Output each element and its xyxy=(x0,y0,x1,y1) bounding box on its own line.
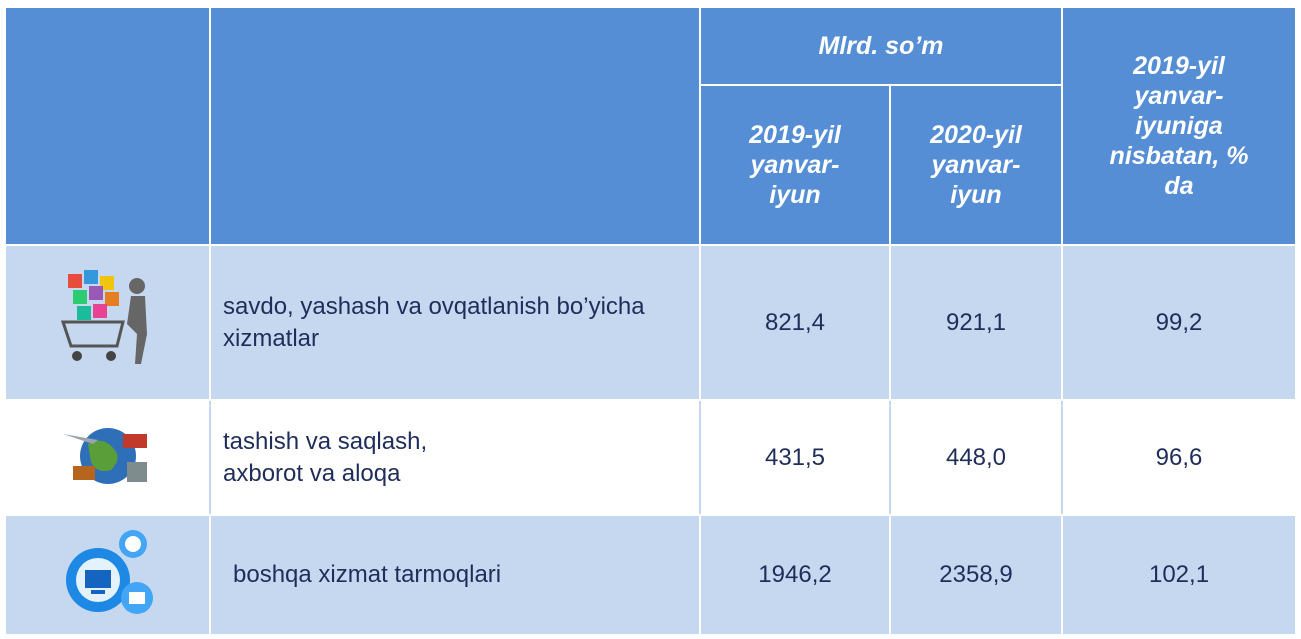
value-cell: 2358,9 xyxy=(890,515,1062,635)
transport-icon xyxy=(53,414,163,494)
header-cell: 2019-yil yanvar-iyun xyxy=(700,85,890,245)
row-label: tashish va saqlash, axborot va aloqa xyxy=(210,400,700,515)
header-text: 2020-yil yanvar-iyun xyxy=(919,120,1034,210)
row: savdo, yashash va ovqatlanish bo’yicha x… xyxy=(6,245,1295,400)
value-cell: 1946,2 xyxy=(700,515,890,635)
data-table: Mlrd. so’m 2019-yil yanvar-iyuniga nisba… xyxy=(6,8,1295,636)
row: boshqa xizmat tarmoqlari 1946,2 2358,9 1… xyxy=(6,515,1295,635)
icon-cell xyxy=(6,515,210,635)
row: tashish va saqlash, axborot va aloqa 431… xyxy=(6,400,1295,515)
value-cell: 102,1 xyxy=(1062,515,1295,635)
header-cell xyxy=(6,8,210,245)
value-cell: 448,0 xyxy=(890,400,1062,515)
header-text: 2019-yil yanvar-iyuniga nisbatan, % da xyxy=(1109,51,1249,201)
row-label: savdo, yashash va ovqatlanish bo’yicha x… xyxy=(210,245,700,400)
header-row: Mlrd. so’m 2019-yil yanvar-iyuniga nisba… xyxy=(6,8,1295,85)
value-cell: 921,1 xyxy=(890,245,1062,400)
value-cell: 96,6 xyxy=(1062,400,1295,515)
header-cell: 2019-yil yanvar-iyuniga nisbatan, % da xyxy=(1062,8,1295,245)
header-cell: 2020-yil yanvar-iyun xyxy=(890,85,1062,245)
icon-cell xyxy=(6,400,210,515)
header-text: 2019-yil yanvar-iyun xyxy=(738,120,853,210)
row-label: boshqa xizmat tarmoqlari xyxy=(210,515,700,635)
value-cell: 431,5 xyxy=(700,400,890,515)
row-label-text: tashish va saqlash, axborot va aloqa xyxy=(223,426,503,490)
page: Mlrd. so’m 2019-yil yanvar-iyuniga nisba… xyxy=(0,0,1301,639)
value-cell: 821,4 xyxy=(700,245,890,400)
shopping-icon xyxy=(53,264,163,374)
value-cell: 99,2 xyxy=(1062,245,1295,400)
services-icon xyxy=(53,522,163,622)
header-group: Mlrd. so’m xyxy=(700,8,1062,85)
header-cell xyxy=(210,8,700,245)
icon-cell xyxy=(6,245,210,400)
